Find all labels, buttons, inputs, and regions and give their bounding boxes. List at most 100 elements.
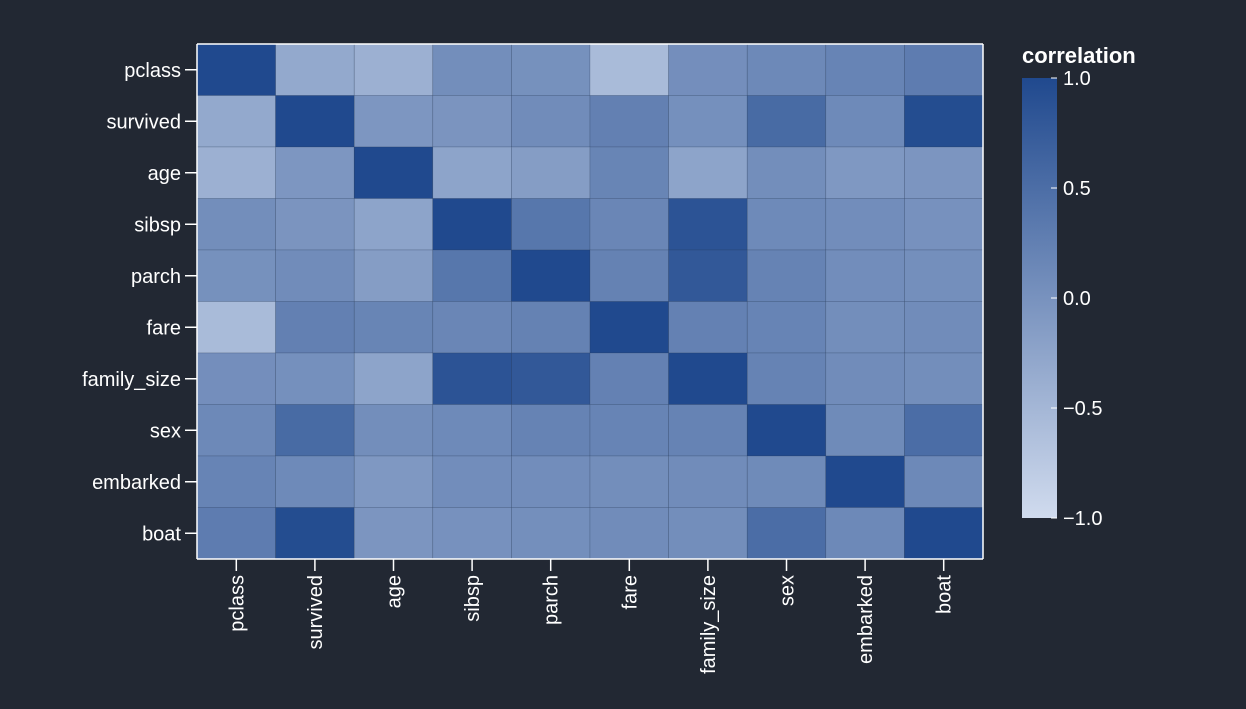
- heatmap-cell-age-survived: [275, 146, 355, 199]
- heatmap-cell-age-fare: [589, 146, 669, 199]
- y-tick-label-family_size: family_size: [82, 369, 181, 391]
- y-tick-label-sibsp: sibsp: [134, 214, 181, 236]
- heatmap-cell-pclass-sibsp: [432, 43, 512, 96]
- x-tick-label-age: age: [384, 575, 406, 608]
- x-tick-label-survived: survived: [305, 575, 327, 649]
- legend-title: correlation: [1022, 43, 1136, 68]
- heatmap-cell-survived-survived: [275, 95, 355, 148]
- heatmap-cell-boat-boat: [904, 507, 984, 560]
- heatmap-cell-sex-embarked: [825, 404, 905, 457]
- y-tick-label-sex: sex: [150, 420, 181, 442]
- x-tick-label-sex: sex: [777, 575, 799, 606]
- x-tick-label-embarked: embarked: [855, 575, 877, 664]
- y-tick-label-parch: parch: [131, 266, 181, 288]
- legend-tick-label: 0.0: [1063, 288, 1091, 310]
- heatmap-cell-survived-fare: [589, 95, 669, 148]
- y-tick-label-pclass: pclass: [124, 60, 181, 82]
- heatmap-cell-sex-parch: [511, 404, 591, 457]
- heatmap-cell-family_size-family_size: [668, 352, 748, 405]
- heatmap-cell-boat-embarked: [825, 507, 905, 560]
- heatmap-cell-age-family_size: [668, 146, 748, 199]
- heatmap-cells: [196, 43, 984, 560]
- legend-tick-label: 1.0: [1063, 68, 1091, 90]
- heatmap-cell-sibsp-embarked: [825, 198, 905, 251]
- heatmap-cell-sibsp-sibsp: [432, 198, 512, 251]
- heatmap-cell-family_size-embarked: [825, 352, 905, 405]
- heatmap-cell-sex-fare: [589, 404, 669, 457]
- heatmap-cell-parch-sex: [746, 249, 827, 302]
- heatmap-cell-embarked-pclass: [196, 455, 276, 508]
- heatmap-cell-fare-boat: [904, 301, 984, 354]
- heatmap-cell-fare-sex: [746, 301, 827, 354]
- heatmap-cell-age-sex: [746, 146, 827, 199]
- heatmap-cell-fare-sibsp: [432, 301, 512, 354]
- heatmap-cell-family_size-sex: [746, 352, 827, 405]
- heatmap-cell-age-pclass: [196, 146, 276, 199]
- heatmap-cell-survived-embarked: [825, 95, 905, 148]
- heatmap-cell-pclass-family_size: [668, 43, 748, 96]
- y-tick-label-boat: boat: [142, 523, 181, 545]
- heatmap-cell-embarked-family_size: [668, 455, 748, 508]
- heatmap-cell-pclass-pclass: [196, 43, 276, 96]
- heatmap-cell-boat-family_size: [668, 507, 748, 560]
- legend-tick-label: 0.5: [1063, 178, 1091, 200]
- heatmap-cell-sibsp-boat: [904, 198, 984, 251]
- y-axis: pclass survived age sibsp parch fare family_si…: [82, 60, 197, 545]
- heatmap-cell-pclass-parch: [511, 43, 591, 96]
- y-tick-label-embarked: embarked: [92, 472, 181, 494]
- heatmap-cell-family_size-survived: [275, 352, 355, 405]
- heatmap-cell-boat-age: [353, 507, 434, 560]
- heatmap-cell-family_size-sibsp: [432, 352, 512, 405]
- heatmap-cell-parch-boat: [904, 249, 984, 302]
- heatmap-cell-boat-sex: [746, 507, 827, 560]
- heatmap-cell-fare-parch: [511, 301, 591, 354]
- heatmap-cell-sibsp-family_size: [668, 198, 748, 251]
- heatmap-cell-sex-sibsp: [432, 404, 512, 457]
- heatmap-cell-boat-sibsp: [432, 507, 512, 560]
- legend-tick-label: −0.5: [1063, 398, 1102, 420]
- heatmap-cell-parch-age: [353, 249, 434, 302]
- heatmap-cell-family_size-fare: [589, 352, 669, 405]
- heatmap-cell-parch-sibsp: [432, 249, 512, 302]
- heatmap-cell-boat-fare: [589, 507, 669, 560]
- heatmap-cell-sex-family_size: [668, 404, 748, 457]
- heatmap-cell-boat-pclass: [196, 507, 276, 560]
- heatmap-cell-family_size-parch: [511, 352, 591, 405]
- y-tick-label-age: age: [148, 163, 181, 185]
- heatmap-cell-embarked-age: [353, 455, 434, 508]
- heatmap-cell-fare-pclass: [196, 301, 276, 354]
- heatmap-cell-sibsp-survived: [275, 198, 355, 251]
- y-tick-label-survived: survived: [107, 111, 181, 133]
- heatmap-cell-fare-survived: [275, 301, 355, 354]
- heatmap-cell-survived-sex: [746, 95, 827, 148]
- heatmap-cell-age-sibsp: [432, 146, 512, 199]
- heatmap-cell-embarked-parch: [511, 455, 591, 508]
- heatmap-cell-age-embarked: [825, 146, 905, 199]
- heatmap-cell-pclass-boat: [904, 43, 984, 96]
- heatmap-cell-boat-survived: [275, 507, 355, 560]
- heatmap-cell-sibsp-pclass: [196, 198, 276, 251]
- heatmap-cell-survived-family_size: [668, 95, 748, 148]
- heatmap-cell-sex-boat: [904, 404, 984, 457]
- heatmap-cell-parch-survived: [275, 249, 355, 302]
- heatmap-cell-survived-boat: [904, 95, 984, 148]
- heatmap-cell-sibsp-parch: [511, 198, 591, 251]
- heatmap-cell-survived-pclass: [196, 95, 276, 148]
- heatmap-cell-family_size-age: [353, 352, 434, 405]
- heatmap-cell-family_size-pclass: [196, 352, 276, 405]
- heatmap-cell-parch-family_size: [668, 249, 748, 302]
- heatmap-cell-age-parch: [511, 146, 591, 199]
- heatmap-cell-survived-parch: [511, 95, 591, 148]
- heatmap-cell-embarked-sibsp: [432, 455, 512, 508]
- y-tick-label-fare: fare: [147, 317, 181, 339]
- heatmap-cell-sex-sex: [746, 404, 827, 457]
- x-tick-label-sibsp: sibsp: [462, 575, 484, 622]
- heatmap-cell-parch-fare: [589, 249, 669, 302]
- heatmap-cell-age-age: [353, 146, 434, 199]
- heatmap-cell-boat-parch: [511, 507, 591, 560]
- heatmap-cell-pclass-survived: [275, 43, 355, 96]
- heatmap-cell-fare-age: [353, 301, 434, 354]
- heatmap-cell-pclass-embarked: [825, 43, 905, 96]
